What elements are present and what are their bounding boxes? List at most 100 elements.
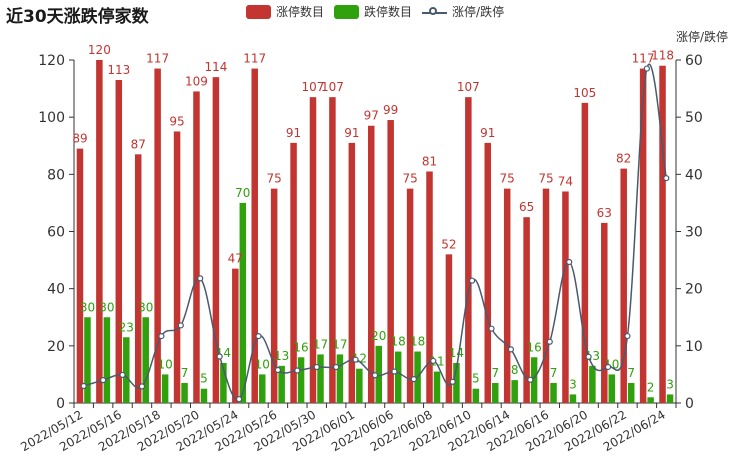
data-label-limit-up: 91	[344, 126, 359, 140]
bar-limit-up	[348, 142, 356, 403]
bar-limit-down	[297, 357, 305, 403]
data-label-limit-up: 118	[651, 49, 674, 63]
bar-limit-down	[220, 362, 227, 403]
bar-limit-up	[251, 68, 258, 403]
data-label-limit-up: 89	[72, 132, 87, 146]
bar-limit-down	[356, 368, 363, 403]
bar-limit-down	[103, 317, 111, 403]
data-label-limit-up: 107	[457, 80, 480, 94]
ratio-point	[604, 363, 612, 371]
bar-limit-down	[433, 371, 441, 403]
data-label-limit-down: 13	[274, 349, 289, 363]
y-left-tick-label: 40	[47, 282, 65, 298]
bar-limit-up	[232, 268, 239, 403]
data-label-limit-down: 5	[200, 372, 208, 386]
y-right-tick-label: 10	[685, 339, 703, 355]
bar-limit-down	[511, 380, 518, 403]
ratio-point	[410, 376, 417, 383]
y-right-axis-label: 涨停/跌停	[676, 29, 728, 44]
legend-item-ratio[interactable]: 涨停/跌停	[422, 3, 504, 20]
data-label-limit-up: 95	[169, 114, 184, 128]
legend-item-limit-down[interactable]: 跌停数目	[334, 3, 412, 20]
bar-limit-down	[317, 354, 324, 403]
data-label-limit-down: 16	[293, 340, 308, 354]
data-label-limit-up: 47	[228, 252, 243, 266]
data-label-limit-up: 75	[538, 172, 553, 186]
ratio-point	[197, 275, 204, 282]
bar-limit-down	[239, 202, 247, 403]
ratio-point	[527, 376, 534, 383]
data-label-limit-down: 70	[235, 186, 250, 200]
bar-limit-up	[154, 68, 161, 403]
data-label-limit-up: 75	[500, 172, 515, 186]
bar-limit-up	[620, 168, 627, 403]
data-label-limit-up: 75	[267, 172, 282, 186]
data-label-limit-up: 74	[558, 174, 573, 188]
ratio-point	[274, 366, 282, 374]
bar-limit-up	[581, 102, 589, 403]
data-label-limit-down: 2	[647, 380, 655, 394]
ratio-point	[352, 356, 359, 363]
ratio-point	[80, 382, 87, 390]
bar-limit-down	[453, 362, 460, 403]
y-left-tick-label: 0	[56, 396, 65, 412]
bar-limit-up	[659, 65, 666, 403]
bar-limit-up	[523, 217, 530, 403]
data-label-limit-up: 52	[441, 237, 456, 251]
ratio-point	[177, 322, 184, 329]
bar-limit-up	[426, 171, 433, 403]
bar-limit-up	[503, 188, 511, 403]
ratio-point	[430, 357, 437, 365]
bar-limit-up	[329, 97, 336, 404]
data-label-limit-up: 113	[107, 63, 130, 77]
bar-limit-down	[84, 317, 91, 403]
data-label-limit-up: 82	[616, 152, 631, 166]
legend-swatch-limit-up	[246, 4, 271, 19]
ratio-point	[333, 363, 340, 371]
data-label-limit-down: 20	[371, 329, 386, 343]
bar-limit-up	[542, 188, 550, 403]
data-label-limit-down: 3	[569, 377, 577, 391]
legend: 涨停数目 跌停数目 涨停/跌停	[246, 3, 514, 20]
ratio-point	[371, 372, 379, 379]
bar-limit-up	[639, 68, 647, 403]
data-label-limit-down: 17	[332, 337, 347, 351]
data-label-limit-down: 17	[313, 337, 328, 351]
data-label-limit-down: 7	[181, 366, 189, 380]
bar-limit-up	[96, 60, 103, 403]
legend-label-ratio: 涨停/跌停	[452, 5, 505, 19]
ratio-point	[216, 353, 223, 360]
bar-limit-down	[530, 357, 538, 403]
y-right-tick-label: 60	[685, 53, 703, 69]
bar-limit-down	[181, 382, 188, 403]
data-label-limit-up: 117	[146, 52, 169, 66]
bar-limit-down	[666, 394, 674, 403]
data-label-limit-up: 120	[88, 43, 111, 57]
ratio-point	[546, 338, 553, 345]
data-label-limit-up: 65	[519, 200, 534, 214]
bar-limit-up	[115, 80, 123, 403]
bar-limit-up	[368, 125, 375, 403]
y-left-tick-label: 120	[38, 53, 65, 69]
bar-limit-down	[336, 354, 344, 403]
ratio-point	[449, 378, 456, 385]
bar-limit-up	[406, 188, 414, 403]
data-label-limit-up: 105	[573, 86, 596, 100]
ratio-point	[585, 353, 592, 360]
bar-limit-up	[387, 120, 394, 404]
legend-item-limit-up[interactable]: 涨停数目	[246, 3, 324, 20]
data-label-limit-up: 91	[286, 126, 301, 140]
y-right-tick-label: 50	[685, 110, 703, 126]
bar-limit-down	[200, 388, 208, 403]
bar-limit-up	[562, 191, 569, 403]
ratio-point	[138, 383, 146, 390]
data-label-limit-down: 23	[119, 320, 134, 334]
legend-swatch-limit-down	[334, 4, 360, 19]
bar-limit-down	[142, 317, 149, 403]
data-label-limit-up: 63	[597, 206, 612, 220]
data-label-limit-up: 109	[185, 74, 208, 88]
y-right-tick-label: 30	[685, 225, 703, 241]
bar-limit-up	[309, 97, 317, 404]
data-label-limit-down: 7	[550, 366, 558, 380]
y-right-tick-label: 20	[685, 282, 703, 298]
